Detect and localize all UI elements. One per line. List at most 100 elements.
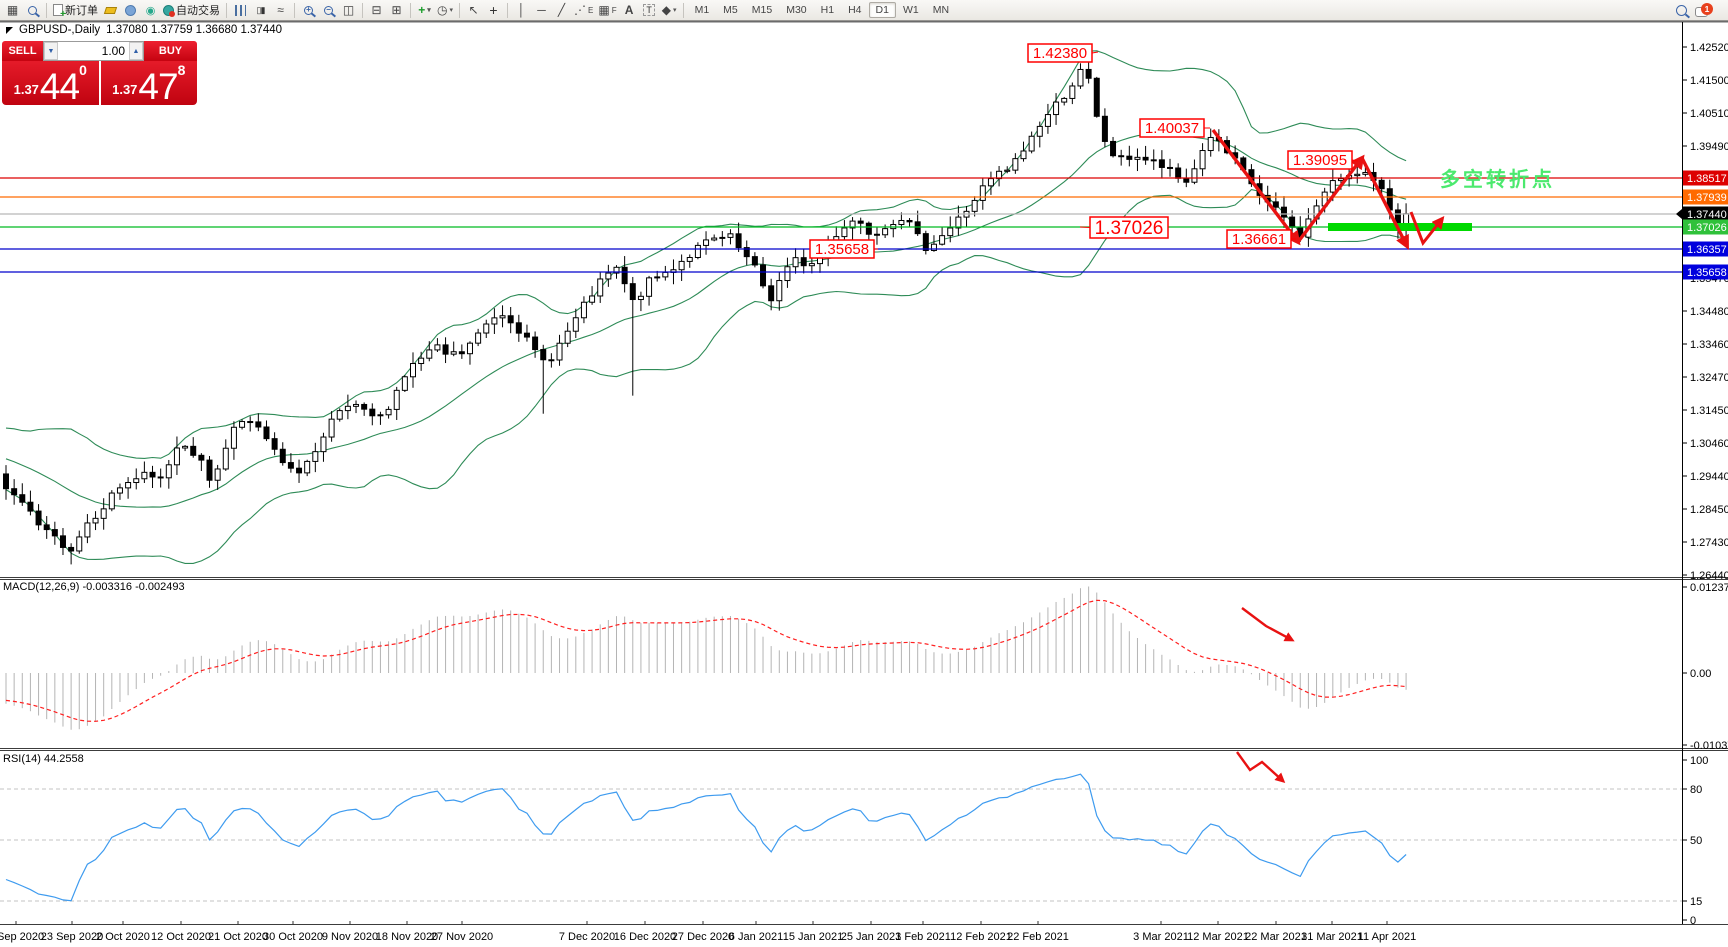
buy-price-small: 1.37 [112, 82, 138, 97]
autotrade-label: 自动交易 [176, 5, 220, 17]
bollinger-middle [5, 132, 1407, 508]
price-label-connector [1091, 51, 1099, 54]
separator [294, 2, 295, 18]
candle [1378, 179, 1385, 190]
candle [59, 535, 66, 548]
candlestick-chart-icon[interactable]: ▯▮ [256, 4, 266, 15]
candle [1329, 180, 1336, 193]
candle [1272, 201, 1279, 208]
vertical-line-tool-icon[interactable]: │ [517, 3, 526, 17]
crosshair-icon[interactable]: + [489, 2, 498, 18]
chart-window-icon[interactable]: ▦ [6, 3, 19, 17]
axis-label: 27 Nov 2020 [431, 931, 493, 943]
autotrade-button[interactable]: 自动交易 [161, 1, 222, 19]
data-window-icon[interactable] [23, 1, 42, 19]
buy-button[interactable]: BUY [144, 41, 197, 61]
timeframe-m1[interactable]: M1 [694, 4, 710, 16]
sell-button[interactable]: SELL [2, 41, 43, 61]
gold-icon[interactable] [101, 1, 120, 19]
main-plot[interactable] [0, 50, 1682, 565]
sell-price-big: 44 [39, 65, 80, 107]
axis-label: 18 Nov 2020 [376, 931, 438, 943]
timeframe-group: M1 M5 M15 M30 H1 H4 D1 W1 MN [688, 2, 956, 18]
fibonacci-tool-icon[interactable]: ⋰ E [574, 3, 594, 17]
timeframe-w1[interactable]: W1 [902, 4, 919, 16]
axis-label: 4 Sep 2020 [0, 931, 44, 943]
candle [1077, 68, 1084, 87]
text-tool-icon[interactable]: A [624, 3, 634, 17]
candle [483, 323, 490, 334]
horizontal-line-tool-icon[interactable]: ─ [537, 3, 546, 17]
candle [605, 272, 612, 280]
volume-up-button[interactable]: ▲ [129, 42, 143, 60]
axis-label: 1.37939 [1687, 192, 1727, 204]
candle [556, 342, 563, 361]
buy-price-display[interactable]: 1.37 47 8 [100, 61, 197, 105]
label-tool-icon[interactable]: T [640, 1, 659, 19]
new-order-button[interactable]: 新订单 [51, 1, 100, 20]
candle [865, 222, 872, 235]
timeframe-d1[interactable]: D1 [868, 2, 896, 18]
volume-input[interactable]: 1.00 [101, 44, 125, 58]
price-label-text: 1.35658 [815, 241, 869, 258]
community-icon[interactable] [121, 1, 140, 19]
sell-price-display[interactable]: 1.37 44 0 [2, 61, 99, 105]
zoom-in-icon[interactable]: + [299, 1, 318, 19]
candle [296, 467, 303, 474]
candle [206, 459, 213, 481]
shapes-tool-icon[interactable]: ◆ ▾ [661, 3, 677, 17]
candle [475, 332, 482, 344]
price-label-box [809, 239, 875, 259]
rsi-plot[interactable] [5, 773, 1407, 902]
turning-point-annotation: 多空转折点 [1440, 169, 1555, 191]
notifications-button[interactable]: 1 [1695, 2, 1717, 18]
timeframe-m15[interactable]: M15 [751, 4, 773, 16]
volume-down-button[interactable]: ▼ [44, 42, 58, 60]
timeframe-m30[interactable]: M30 [786, 4, 807, 16]
trendline-tool-icon[interactable]: ╱ [557, 3, 566, 17]
axis-label: 11 Apr 2021 [1358, 931, 1417, 943]
axis-label: 25 Jan 2021 [841, 931, 902, 943]
search-icon[interactable] [1676, 4, 1687, 16]
candle [320, 436, 327, 453]
candle [1053, 101, 1060, 116]
auto-arrange-icon[interactable]: ⊞ [391, 3, 402, 17]
tile-windows-icon[interactable]: ◫ [342, 3, 355, 17]
timeframe-h4[interactable]: H4 [848, 4, 862, 16]
candle [930, 243, 937, 251]
candle [434, 344, 441, 351]
axis-label: 0.012372 [1690, 582, 1728, 594]
candle [1362, 171, 1369, 175]
candle [271, 438, 278, 450]
candle [1061, 97, 1068, 103]
zoom-out-icon[interactable]: − [319, 1, 338, 19]
separator [226, 2, 227, 18]
add-indicator-icon[interactable]: + ▾ [418, 3, 431, 17]
signal-icon[interactable]: ◉ [145, 4, 156, 17]
bar-chart-icon[interactable] [231, 1, 250, 19]
line-chart-icon[interactable]: ≈ [277, 3, 284, 17]
ohlc-values: 1.37080 1.37759 1.36680 1.37440 [106, 24, 283, 36]
price-label-connector [1351, 159, 1359, 162]
candle [1337, 178, 1344, 182]
candle [149, 471, 156, 478]
axis-label: 1.27430 [1690, 537, 1728, 549]
grid-tool-icon[interactable]: ▦ F [598, 3, 617, 17]
timeframe-mn[interactable]: MN [932, 4, 950, 16]
candle [1004, 169, 1011, 172]
candle [157, 476, 164, 479]
macd-plot[interactable] [5, 586, 1407, 730]
cursor-icon[interactable]: ↖ [468, 3, 479, 17]
candle [239, 421, 246, 428]
period-clock-icon[interactable]: ◷ ▾ [437, 3, 453, 17]
candle [198, 454, 205, 461]
axis-label: 12 Feb 2021 [950, 931, 1012, 943]
candle [540, 349, 547, 361]
timeframe-m5[interactable]: M5 [723, 4, 738, 16]
candle [1183, 177, 1190, 183]
axis-label: 1.28450 [1690, 504, 1728, 516]
timeframe-h1[interactable]: H1 [820, 4, 835, 16]
arrange-charts-icon[interactable]: ⊟ [371, 3, 382, 17]
axis-label: 3 Feb 2021 [895, 931, 951, 943]
